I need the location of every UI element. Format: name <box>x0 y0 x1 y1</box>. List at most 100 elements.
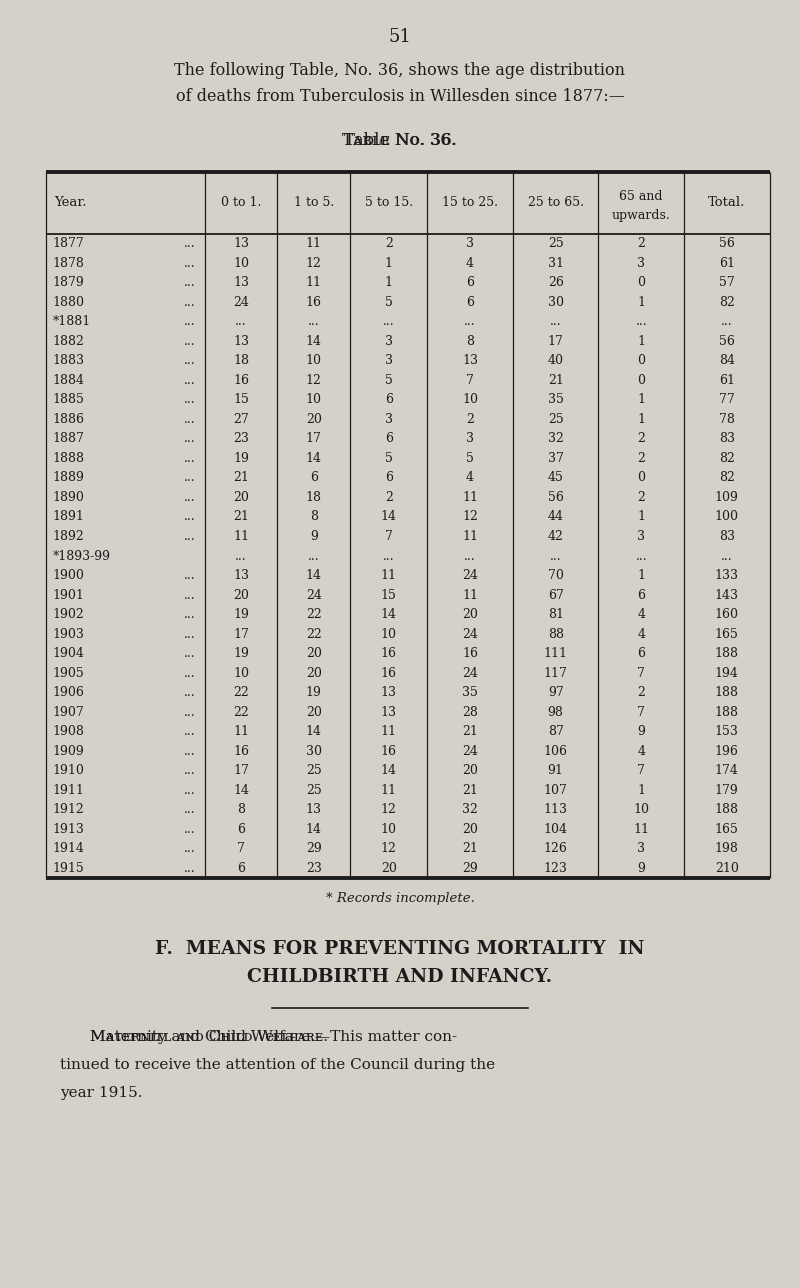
Text: 1909: 1909 <box>53 744 85 757</box>
Text: 1883: 1883 <box>53 354 85 367</box>
Text: 179: 179 <box>715 783 738 797</box>
Text: 194: 194 <box>715 667 738 680</box>
Text: 1912: 1912 <box>53 804 85 817</box>
Text: ...: ... <box>635 550 647 563</box>
Text: 21: 21 <box>462 783 478 797</box>
Text: 11: 11 <box>462 529 478 544</box>
Text: 1914: 1914 <box>53 842 85 855</box>
Text: 19: 19 <box>233 647 249 659</box>
Text: 61: 61 <box>719 256 735 269</box>
Text: 0 to 1.: 0 to 1. <box>221 197 262 210</box>
Text: 21: 21 <box>462 842 478 855</box>
Text: 6: 6 <box>237 823 245 836</box>
Text: 6: 6 <box>385 471 393 484</box>
Text: 30: 30 <box>306 744 322 757</box>
Text: 83: 83 <box>719 529 735 544</box>
Text: 1908: 1908 <box>53 725 85 738</box>
Text: ...: ... <box>383 550 394 563</box>
Text: ...: ... <box>183 491 195 504</box>
Text: 6: 6 <box>310 471 318 484</box>
Text: ...: ... <box>183 296 195 309</box>
Text: 20: 20 <box>462 764 478 777</box>
Text: 2: 2 <box>385 237 393 250</box>
Text: 188: 188 <box>715 706 739 719</box>
Text: 3: 3 <box>638 842 646 855</box>
Text: 109: 109 <box>715 491 738 504</box>
Text: 91: 91 <box>548 764 563 777</box>
Text: 16: 16 <box>381 667 397 680</box>
Text: ...: ... <box>183 842 195 855</box>
Text: 7: 7 <box>466 374 474 386</box>
Text: 1: 1 <box>638 783 646 797</box>
Text: 14: 14 <box>306 335 322 348</box>
Text: ...: ... <box>235 316 247 328</box>
Text: 6: 6 <box>237 862 245 875</box>
Text: 22: 22 <box>306 627 322 640</box>
Text: year 1915.: year 1915. <box>60 1086 142 1100</box>
Text: 16: 16 <box>381 744 397 757</box>
Text: ...: ... <box>183 256 195 269</box>
Text: 19: 19 <box>233 608 249 621</box>
Text: 198: 198 <box>715 842 738 855</box>
Text: 25: 25 <box>306 764 322 777</box>
Text: 21: 21 <box>233 510 249 523</box>
Text: 1877: 1877 <box>53 237 85 250</box>
Text: 11: 11 <box>381 725 397 738</box>
Text: 3: 3 <box>466 237 474 250</box>
Text: 1: 1 <box>385 256 393 269</box>
Text: 6: 6 <box>466 296 474 309</box>
Text: 3: 3 <box>638 256 646 269</box>
Text: 1906: 1906 <box>53 687 85 699</box>
Text: Year.: Year. <box>54 197 87 210</box>
Text: 14: 14 <box>381 764 397 777</box>
Text: 10: 10 <box>381 823 397 836</box>
Text: 14: 14 <box>306 569 322 582</box>
Text: ...: ... <box>183 823 195 836</box>
Text: 13: 13 <box>233 569 249 582</box>
Text: 165: 165 <box>715 823 738 836</box>
Text: 25: 25 <box>548 237 563 250</box>
Text: 21: 21 <box>548 374 563 386</box>
Text: ...: ... <box>183 433 195 446</box>
Text: 188: 188 <box>715 804 739 817</box>
Text: 1880: 1880 <box>53 296 85 309</box>
Text: 20: 20 <box>381 862 397 875</box>
Text: 160: 160 <box>715 608 739 621</box>
Text: 12: 12 <box>381 842 397 855</box>
Text: 1911: 1911 <box>53 783 85 797</box>
Text: 1890: 1890 <box>53 491 85 504</box>
Text: 16: 16 <box>233 374 249 386</box>
Text: 1887: 1887 <box>53 433 85 446</box>
Text: Table No. 36.: Table No. 36. <box>344 131 456 149</box>
Text: 13: 13 <box>381 687 397 699</box>
Text: 32: 32 <box>548 433 563 446</box>
Text: ...: ... <box>183 569 195 582</box>
Text: 35: 35 <box>462 687 478 699</box>
Text: 3: 3 <box>385 354 393 367</box>
Text: 56: 56 <box>719 335 734 348</box>
Text: 2: 2 <box>638 452 645 465</box>
Text: 0: 0 <box>638 277 646 290</box>
Text: 5: 5 <box>385 374 393 386</box>
Text: 81: 81 <box>548 608 564 621</box>
Text: 12: 12 <box>306 256 322 269</box>
Text: 56: 56 <box>548 491 563 504</box>
Text: 1901: 1901 <box>53 589 85 601</box>
Text: ...: ... <box>550 550 562 563</box>
Text: ...: ... <box>721 316 733 328</box>
Text: 13: 13 <box>306 804 322 817</box>
Text: 77: 77 <box>719 393 734 407</box>
Text: ...: ... <box>183 764 195 777</box>
Text: ...: ... <box>464 550 476 563</box>
Text: 45: 45 <box>548 471 563 484</box>
Text: 11: 11 <box>462 589 478 601</box>
Text: 61: 61 <box>719 374 735 386</box>
Text: 19: 19 <box>233 452 249 465</box>
Text: 11: 11 <box>462 491 478 504</box>
Text: 1905: 1905 <box>53 667 85 680</box>
Text: 111: 111 <box>544 647 568 659</box>
Text: 8: 8 <box>237 804 245 817</box>
Text: of deaths from Tuberculosis in Willesden since 1877:—: of deaths from Tuberculosis in Willesden… <box>175 88 625 106</box>
Text: 57: 57 <box>719 277 734 290</box>
Text: 1902: 1902 <box>53 608 85 621</box>
